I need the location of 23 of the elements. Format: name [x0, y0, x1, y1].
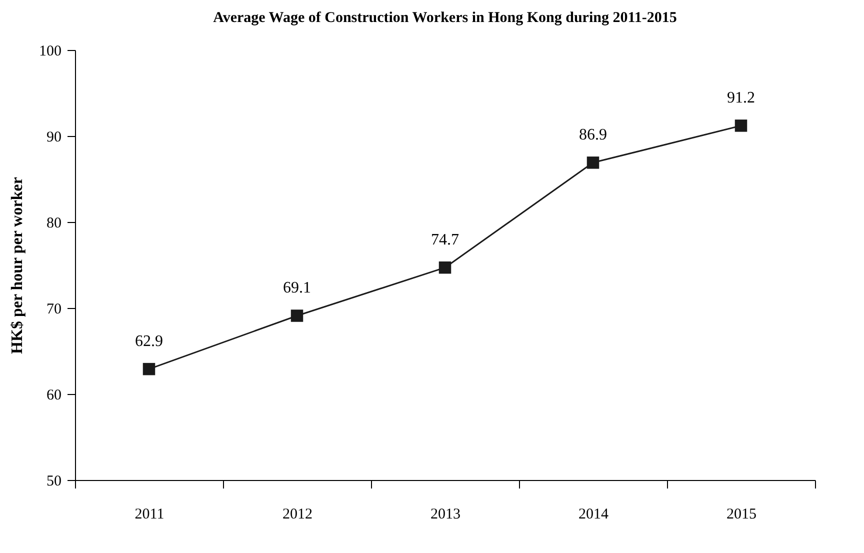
point	[586, 156, 600, 169]
point	[438, 261, 452, 274]
y-tick-label: 60	[46, 388, 62, 404]
point	[734, 120, 748, 132]
x-tick-label: 2011	[134, 506, 164, 522]
y-tick-label: 70	[46, 302, 62, 318]
y-tick-label: 90	[46, 130, 62, 146]
point	[142, 362, 156, 376]
y-tick-label: 100	[39, 44, 62, 60]
data-label: 91.2	[727, 90, 755, 107]
x-tick-label: 2012	[282, 506, 312, 522]
x-tick-label: 2013	[430, 506, 460, 522]
point	[290, 310, 304, 322]
data-label: 86.9	[579, 126, 607, 144]
y-tick-label: 50	[46, 474, 62, 490]
y-tick-label: 80	[46, 216, 62, 232]
y-axis-title: HK$ per hour per worker	[9, 177, 26, 354]
data-label: 62.9	[135, 333, 163, 350]
x-tick-label: 2014	[578, 506, 609, 522]
chart-title: Average Wage of Construction Workers in Hong Kong during 2011-2015	[213, 10, 677, 26]
x-tick-label: 2015	[726, 506, 756, 522]
data-label: 69.1	[283, 280, 311, 297]
data-label: 74.7	[431, 232, 459, 249]
